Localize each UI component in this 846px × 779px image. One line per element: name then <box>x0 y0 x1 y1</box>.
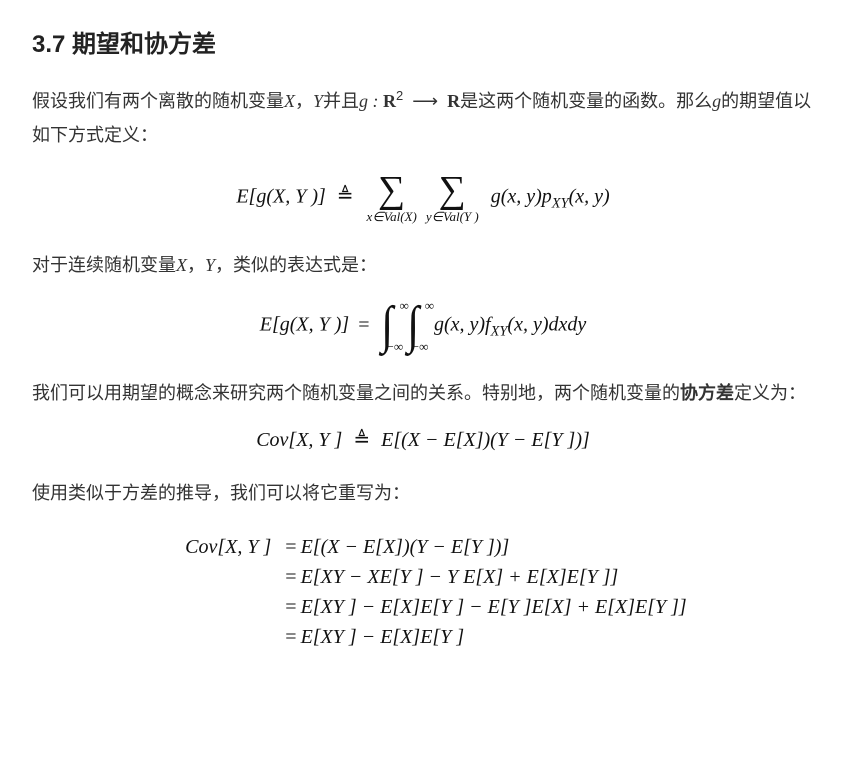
text-fragment: ， <box>295 91 313 111</box>
text-fragment: 假设我们有两个离散的随机变量 <box>32 91 284 111</box>
text-fragment: 并且 <box>323 91 359 111</box>
align-rhs: =E[XY − XE[Y ] − Y E[X] + E[X]E[Y ]] <box>276 565 618 589</box>
lhs-expression: E[g(X, Y )] <box>236 185 325 207</box>
aligned-equations: Cov[X, Y ] =E[(X − E[X])(Y − E[Y ])] =E[… <box>159 529 686 655</box>
text-fragment: 定义为： <box>734 383 806 403</box>
rhs-expr: E[XY − XE[Y ] − Y E[X] + E[X]E[Y ]] <box>301 566 619 588</box>
equation-covariance-definition: Cov[X, Y ] ≜ E[(X − E[X])(Y − E[Y ])] <box>32 428 814 452</box>
equation-continuous-expectation: E[g(X, Y )] = ∫ ∞ −∞ ∫ ∞ −∞ g(x, y)fXY(x… <box>32 300 814 352</box>
text-fragment: 我们可以用期望的概念来研究两个随机变量之间的关系。特别地，两个随机变量的 <box>32 383 680 403</box>
section-heading: 3.7 期望和协方差 <box>32 24 814 66</box>
summand-tail: (x, y) <box>569 185 610 207</box>
sum-limit-y: y∈Val(Y ) <box>426 209 479 225</box>
sum-limit-x: x∈Val(X) <box>367 209 417 225</box>
variable-y: Y <box>205 255 215 275</box>
real-symbol: R <box>383 91 396 111</box>
sigma-icon: ∑ <box>426 171 479 209</box>
align-row-1: Cov[X, Y ] =E[(X − E[X])(Y − E[Y ])] <box>159 535 686 559</box>
intro-paragraph-1: 假设我们有两个离散的随机变量X，Y并且g : R2 ⟶ R是这两个随机变量的函数… <box>32 84 814 153</box>
function-g-map: g : <box>359 91 383 111</box>
text-fragment: ，类似的表达式是： <box>215 255 377 275</box>
equation-covariance-derivation: Cov[X, Y ] =E[(X − E[X])(Y − E[Y ])] =E[… <box>32 529 814 655</box>
cov-lhs: Cov[X, Y ] <box>185 536 271 558</box>
cov-lhs: Cov[X, Y ] <box>256 429 342 451</box>
subscript-xy: XY <box>491 324 508 340</box>
subscript-xy: XY <box>552 195 569 211</box>
defined-equals-icon: ≜ <box>331 185 360 207</box>
covariance-term: 协方差 <box>680 383 734 403</box>
variable-x: X <box>284 91 295 111</box>
equals-icon: = <box>281 596 300 618</box>
text-fragment: 是这两个随机变量的函数。那么 <box>460 91 712 111</box>
align-rhs: =E[(X − E[X])(Y − E[Y ])] <box>276 535 509 559</box>
defined-equals-icon: ≜ <box>347 429 376 451</box>
cov-rhs: E[(X − E[X])(Y − E[Y ])] <box>381 429 590 451</box>
variable-x: X <box>176 255 187 275</box>
integrand-tail: (x, y)dxdy <box>507 314 586 336</box>
equals-icon: = <box>281 566 300 588</box>
sum-over-x: ∑ x∈Val(X) <box>367 171 417 225</box>
outer-integral: ∫ ∞ −∞ <box>380 300 394 352</box>
text-fragment: 对于连续随机变量 <box>32 255 176 275</box>
variable-y: Y <box>313 91 323 111</box>
equals-icon: = <box>354 314 373 336</box>
align-row-4: =E[XY ] − E[X]E[Y ] <box>159 625 686 649</box>
superscript-two: 2 <box>396 88 403 103</box>
text-fragment: ， <box>187 255 205 275</box>
derivation-paragraph: 使用类似于方差的推导，我们可以将它重写为： <box>32 476 814 510</box>
sigma-icon: ∑ <box>367 171 417 209</box>
summand-g-part: g(x, y)p <box>491 185 552 207</box>
integral-upper: ∞ <box>425 298 434 314</box>
inner-integral: ∫ ∞ −∞ <box>406 300 420 352</box>
integral-lower: −∞ <box>412 339 429 355</box>
equation-discrete-expectation: E[g(X, Y )] ≜ ∑ x∈Val(X) ∑ y∈Val(Y ) g(x… <box>32 171 814 225</box>
align-rhs: =E[XY ] − E[X]E[Y ] <box>276 625 464 649</box>
integral-lower: −∞ <box>386 339 403 355</box>
integrand-part: g(x, y)f <box>434 314 491 336</box>
text-fragment: 使用类似于方差的推导，我们可以将它重写为： <box>32 483 410 503</box>
intro-paragraph-2: 对于连续随机变量X，Y，类似的表达式是： <box>32 248 814 282</box>
align-row-2: =E[XY − XE[Y ] − Y E[X] + E[X]E[Y ]] <box>159 565 686 589</box>
rhs-expr: E[(X − E[X])(Y − E[Y ])] <box>301 536 510 558</box>
align-row-3: =E[XY ] − E[X]E[Y ] − E[Y ]E[X] + E[X]E[… <box>159 595 686 619</box>
real-symbol: R <box>447 91 460 111</box>
sum-over-y: ∑ y∈Val(Y ) <box>426 171 479 225</box>
lhs-expression: E[g(X, Y )] <box>260 314 349 336</box>
covariance-intro-paragraph: 我们可以用期望的概念来研究两个随机变量之间的关系。特别地，两个随机变量的协方差定… <box>32 376 814 410</box>
arrow-icon: ⟶ <box>408 91 442 111</box>
rhs-expr: E[XY ] − E[X]E[Y ] − E[Y ]E[X] + E[X]E[Y… <box>301 596 687 618</box>
rhs-expr: E[XY ] − E[X]E[Y ] <box>301 626 465 648</box>
equals-icon: = <box>281 626 300 648</box>
variable-g: g <box>712 91 721 111</box>
align-rhs: =E[XY ] − E[X]E[Y ] − E[Y ]E[X] + E[X]E[… <box>276 595 686 619</box>
align-lhs: Cov[X, Y ] <box>159 535 271 559</box>
equals-icon: = <box>281 536 300 558</box>
